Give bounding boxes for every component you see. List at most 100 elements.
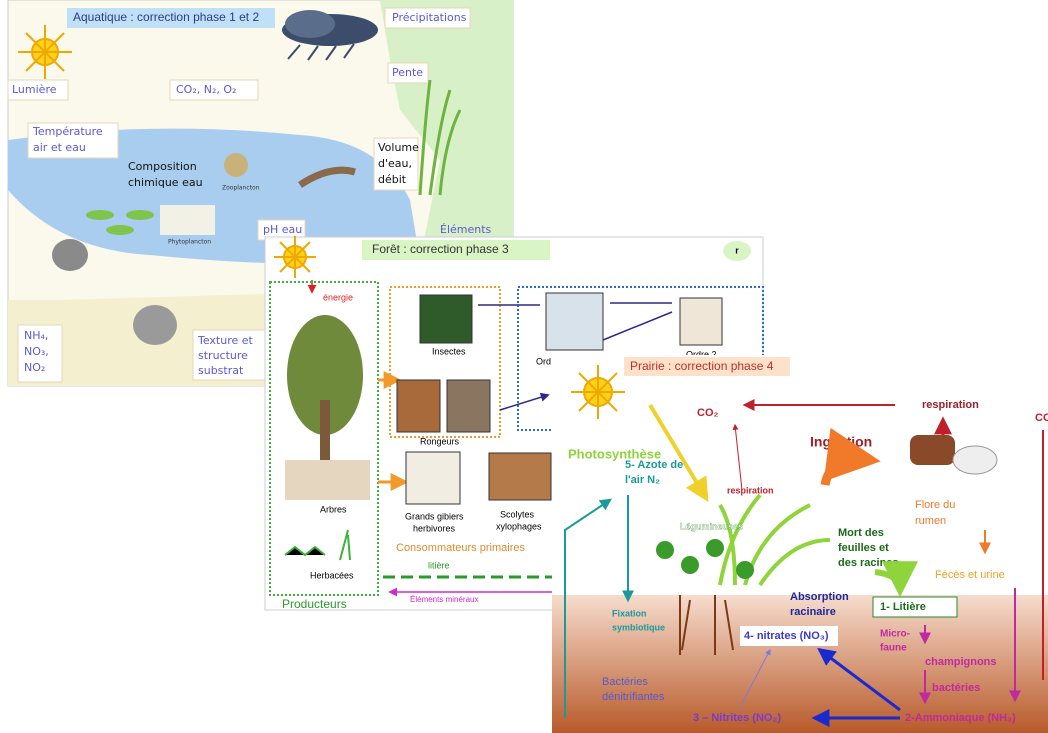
label: Zooplancton [222,185,260,192]
label: Ord [536,356,551,366]
shape [546,293,603,350]
label: Aquatique : correction phase 1 et 2 [73,10,259,24]
label: Producteurs [282,597,347,611]
connector [274,236,316,278]
shape [126,210,154,220]
label: débit [378,173,407,186]
label: chimique eau [128,176,203,189]
label: Arbres [320,504,347,514]
body: Aquatique : correction phase 1 et 2 Préc… [0,0,1048,733]
label: pH eau [263,223,302,236]
sun [274,236,316,278]
shape [953,446,997,474]
label: Insectes [432,346,466,356]
label: Phytoplancton [168,239,211,246]
shape [160,205,215,235]
label: symbiotique [612,622,665,632]
shape [680,298,722,345]
label: 5- Azote de [625,459,683,471]
label: NH₄, [24,329,48,342]
shape [420,295,472,343]
label: 3 – Nitrites (NO₂) [693,712,781,724]
label: d'eau, [378,157,412,170]
sun [571,365,625,419]
shape [736,561,754,579]
label: Rongeurs [420,436,460,446]
label: Herbacées [310,570,354,580]
label: litière [428,560,450,570]
label: Volume [378,141,419,154]
label: herbivores [413,523,456,533]
label: Scolytes [500,509,535,519]
label: énergie [323,292,353,302]
label: respiration [922,399,979,411]
label: Légumineuses [680,521,743,531]
label: 4- nitrates (NO₃) [744,630,829,642]
label: rumen [915,515,946,527]
shape [106,225,134,235]
label: xylophages [496,521,542,531]
label: faune [880,643,907,654]
label: Absorption [790,591,849,603]
label: CO [1035,412,1048,424]
label: Flore du [915,499,955,511]
label: 1- Litière [880,601,926,613]
label: Prairie : correction phase 4 [630,359,774,373]
label: Température [32,125,103,138]
label: Forêt : correction phase 3 [372,242,509,256]
label: Micro- [880,629,910,640]
label: Bactéries [602,676,648,688]
rock [52,239,88,271]
label: Fécès et urine [935,569,1005,581]
connector [571,365,625,419]
label: Pente [392,66,423,79]
label: Mort des [838,527,884,539]
label: NO₃, [24,345,49,358]
label: CO₂, N₂, O₂ [176,83,236,96]
shape [447,380,490,432]
label: Composition [128,160,197,173]
connector [18,25,72,79]
label: r [735,245,739,255]
shape [910,435,955,465]
page: Slides {"slides": [ {"title": "Aquatique… [0,0,1048,733]
label: racinaire [790,606,836,618]
label: Consommateurs primaires [396,542,525,554]
label: structure [198,349,248,362]
label: feuilles et [838,542,889,554]
shape [681,556,699,574]
label: dénitrifiantes [602,691,665,703]
label: 2-Ammoniaque (NH₃) [905,712,1016,724]
label: Texture et [197,334,254,347]
shape [706,539,724,557]
shape [86,210,114,220]
shape [397,380,440,432]
label: CO₂ [697,407,719,419]
shape [224,153,248,177]
label: l'air N₂ [625,474,660,486]
label: air et eau [33,141,86,154]
label: Fixation [612,608,647,618]
shape [489,453,551,500]
shape [406,452,460,504]
collage: Aquatique : correction phase 1 et 2 Préc… [0,0,1048,733]
sun [18,25,72,79]
label: Précipitations [392,11,467,24]
label: des racines [838,557,899,569]
slide-prairie: Prairie : correction phase 4 CO₂ respira… [552,355,1048,733]
label: Ingestion [810,434,872,450]
label: Éléments minéraux [410,595,478,604]
shape [320,400,330,460]
label: substrat [198,364,244,377]
label: Éléments [440,223,492,236]
shape [285,10,335,38]
rock [133,305,177,345]
label: NO₂ [24,361,45,374]
label: champignons [925,656,997,668]
label: Lumière [12,83,57,96]
label: bactéries [932,682,980,694]
shape [656,541,674,559]
label: Grands gibiers [405,511,464,521]
shape [285,460,370,500]
label: respiration [727,485,774,495]
